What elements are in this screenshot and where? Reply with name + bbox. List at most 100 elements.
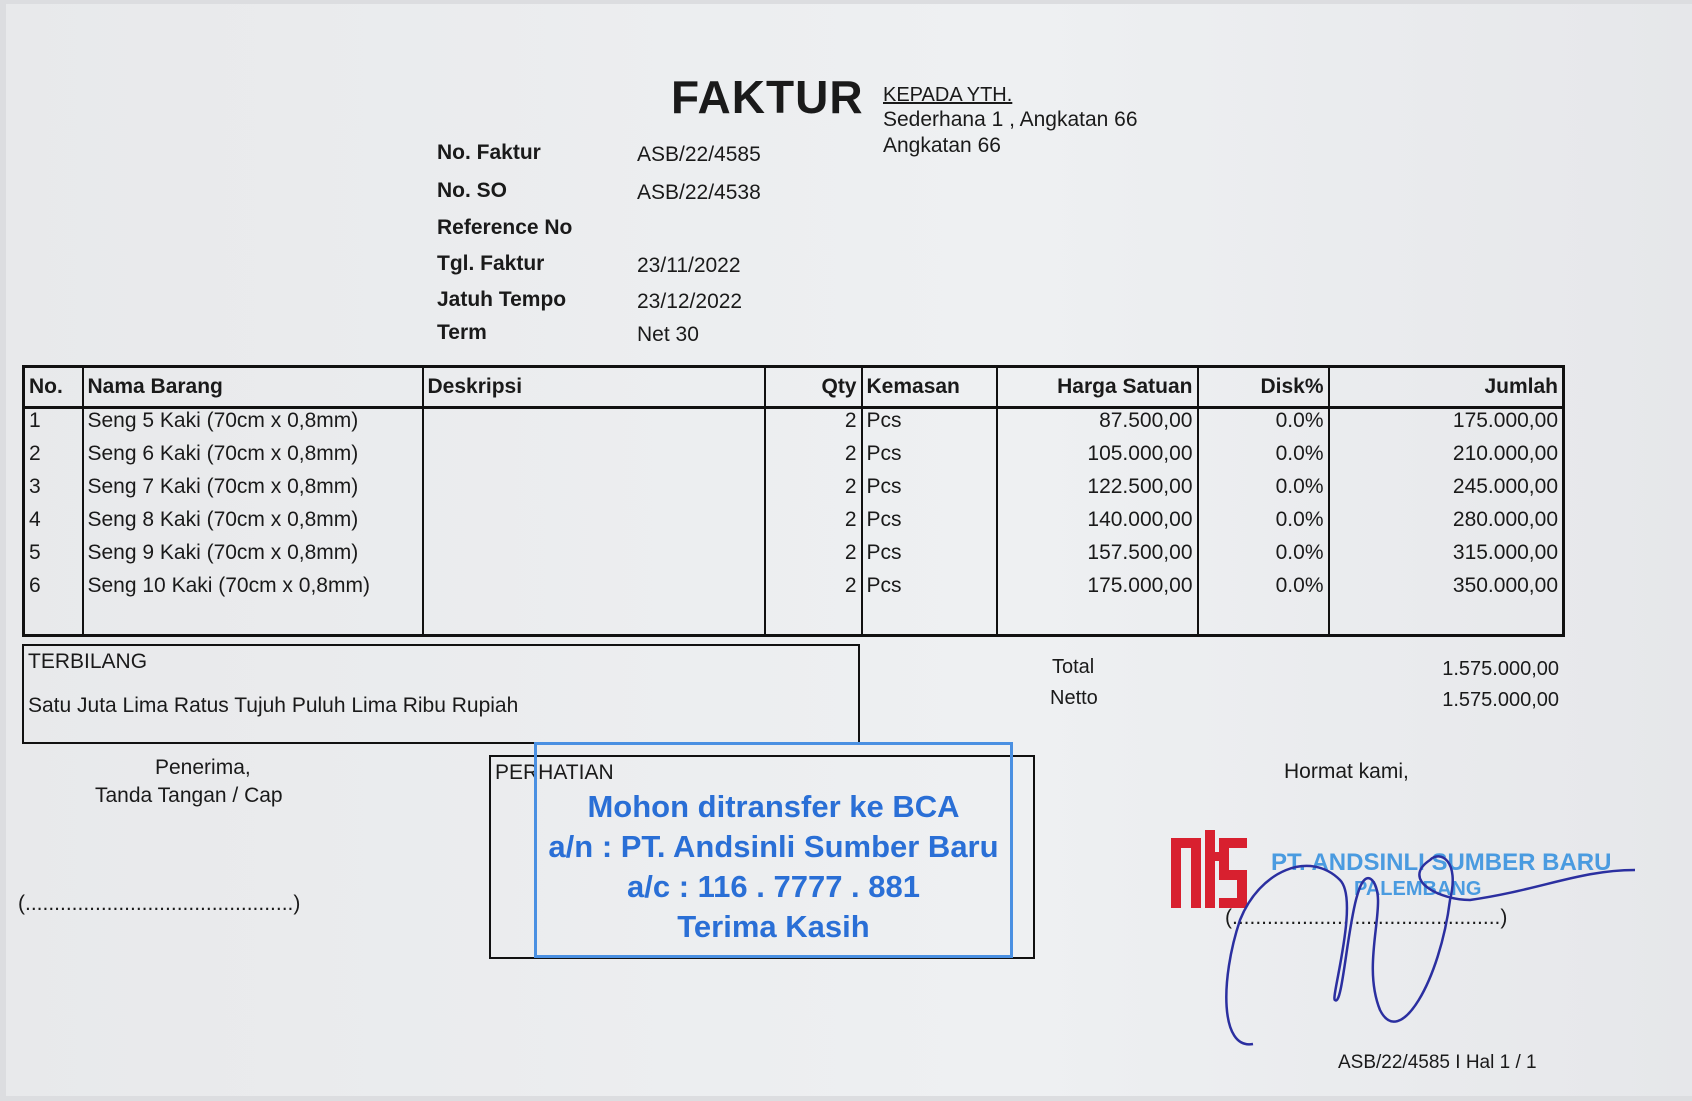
item-qty: 2 <box>763 508 863 541</box>
item-amount: 245.000,00 <box>1327 475 1565 508</box>
table-row: 5 Seng 9 Kaki (70cm x 0,8mm) 2 Pcs 157.500,0… <box>22 541 1565 574</box>
item-discount: 0.0% <box>1196 508 1330 541</box>
table-row: 6 Seng 10 Kaki (70cm x 0,8mm) 2 Pcs 175.000,… <box>22 574 1565 607</box>
company-city: PALEMBANG <box>1354 878 1482 900</box>
item-discount: 0.0% <box>1196 475 1330 508</box>
item-description <box>421 475 766 508</box>
item-name: Seng 9 Kaki (70cm x 0,8mm) <box>81 541 424 574</box>
filler-cell <box>995 607 1199 636</box>
item-description <box>421 407 766 442</box>
item-amount: 280.000,00 <box>1327 508 1565 541</box>
company-name: PT. ANDSINLI SUMBER BARU <box>1271 849 1612 876</box>
item-qty: 2 <box>763 442 863 475</box>
item-discount: 0.0% <box>1196 442 1330 475</box>
item-unit: Pcs <box>860 574 998 607</box>
document-title: FAKTUR <box>671 71 864 123</box>
col-harga-satuan: Harga Satuan <box>995 365 1199 409</box>
item-qty: 2 <box>763 407 863 442</box>
col-no: No. <box>22 365 84 409</box>
item-description <box>421 442 766 475</box>
item-description <box>421 541 766 574</box>
netto-label: Netto <box>1050 687 1098 709</box>
item-unit: Pcs <box>860 407 998 442</box>
terbilang-box: TERBILANG Satu Juta Lima Ratus Tujuh Pul… <box>22 644 860 744</box>
item-unit: Pcs <box>860 508 998 541</box>
item-price: 122.500,00 <box>995 475 1199 508</box>
company-logo <box>1171 830 1247 913</box>
info-value: 23/12/2022 <box>637 290 743 313</box>
col-kemasan: Kemasan <box>860 365 998 409</box>
info-label: Jatuh Tempo <box>437 288 567 311</box>
item-description <box>421 574 766 607</box>
item-qty: 2 <box>763 475 863 508</box>
item-amount: 315.000,00 <box>1327 541 1565 574</box>
item-unit: Pcs <box>860 475 998 508</box>
table-header-row: No. Nama Barang Deskripsi Qty Kemasan Ha… <box>22 365 1565 409</box>
item-price: 175.000,00 <box>995 574 1199 607</box>
info-value: 23/11/2022 <box>637 254 741 277</box>
filler-cell <box>81 607 424 636</box>
item-amount: 210.000,00 <box>1327 442 1565 475</box>
item-discount: 0.0% <box>1196 407 1330 442</box>
item-amount: 175.000,00 <box>1327 407 1565 442</box>
recipient-line1: Sederhana 1 , Angkatan 66 <box>883 108 1138 131</box>
item-discount: 0.0% <box>1196 574 1330 607</box>
item-price: 87.500,00 <box>995 407 1199 442</box>
stamp-line: a/n : PT. Andsinli Sumber Baru <box>548 829 999 864</box>
info-value: ASB/22/4585 <box>637 143 761 166</box>
sender-sign-line: (.......................................… <box>1225 906 1508 929</box>
col-deskripsi: Deskripsi <box>421 365 766 409</box>
table-row: 1 Seng 5 Kaki (70cm x 0,8mm) 2 Pcs 87.500,00… <box>22 407 1565 442</box>
receiver-sign-line: (.......................................… <box>18 892 301 915</box>
item-name: Seng 5 Kaki (70cm x 0,8mm) <box>81 407 424 442</box>
item-qty: 2 <box>763 574 863 607</box>
stamp-line: Terima Kasih <box>677 909 870 944</box>
row-no: 1 <box>22 407 84 442</box>
item-name: Seng 6 Kaki (70cm x 0,8mm) <box>81 442 424 475</box>
col-jumlah: Jumlah <box>1327 365 1565 409</box>
filler-cell <box>763 607 863 636</box>
total-value: 1.575.000,00 <box>1442 658 1559 680</box>
total-label: Total <box>1052 656 1095 678</box>
col-qty: Qty <box>763 365 863 409</box>
receiver-line1: Penerima, <box>155 756 251 779</box>
notice-box: PERHATIAN <box>489 755 1035 959</box>
table-row: 2 Seng 6 Kaki (70cm x 0,8mm) 2 Pcs 105.000,0… <box>22 442 1565 475</box>
row-no: 4 <box>22 508 84 541</box>
item-amount: 350.000,00 <box>1327 574 1565 607</box>
col-disk: Disk% <box>1196 365 1330 409</box>
info-label: No. Faktur <box>437 141 541 164</box>
item-description <box>421 508 766 541</box>
asb-logo-icon <box>1171 830 1247 908</box>
info-label: Term <box>437 321 487 344</box>
filler-cell <box>22 607 84 636</box>
item-unit: Pcs <box>860 442 998 475</box>
page-footer: ASB/22/4585 I Hal 1 / 1 <box>1338 1052 1537 1073</box>
items-table: No. Nama Barang Deskripsi Qty Kemasan Ha… <box>22 365 1565 637</box>
recipient-line2: Angkatan 66 <box>883 134 1001 157</box>
filler-cell <box>421 607 766 636</box>
item-price: 140.000,00 <box>995 508 1199 541</box>
info-label: No. SO <box>437 179 508 202</box>
info-label: Tgl. Faktur <box>437 252 545 275</box>
filler-cell <box>1327 607 1565 636</box>
info-value: ASB/22/4538 <box>637 181 761 204</box>
row-no: 5 <box>22 541 84 574</box>
terbilang-text: Satu Juta Lima Ratus Tujuh Puluh Lima Ri… <box>28 694 519 717</box>
table-row: 4 Seng 8 Kaki (70cm x 0,8mm) 2 Pcs 140.000,0… <box>22 508 1565 541</box>
item-name: Seng 7 Kaki (70cm x 0,8mm) <box>81 475 424 508</box>
receiver-line2: Tanda Tangan / Cap <box>95 784 283 807</box>
item-name: Seng 8 Kaki (70cm x 0,8mm) <box>81 508 424 541</box>
row-no: 6 <box>22 574 84 607</box>
row-no: 3 <box>22 475 84 508</box>
item-name: Seng 10 Kaki (70cm x 0,8mm) <box>81 574 424 607</box>
item-qty: 2 <box>763 541 863 574</box>
item-price: 105.000,00 <box>995 442 1199 475</box>
table-row: 3 Seng 7 Kaki (70cm x 0,8mm) 2 Pcs 122.500,0… <box>22 475 1565 508</box>
netto-value: 1.575.000,00 <box>1442 689 1559 711</box>
row-no: 2 <box>22 442 84 475</box>
recipient-label: KEPADA YTH. <box>883 84 1013 106</box>
item-price: 157.500,00 <box>995 541 1199 574</box>
bank-transfer-stamp: Mohon ditransfer ke BCA a/n : PT. Andsin… <box>534 742 1013 958</box>
info-value: Net 30 <box>637 323 699 346</box>
